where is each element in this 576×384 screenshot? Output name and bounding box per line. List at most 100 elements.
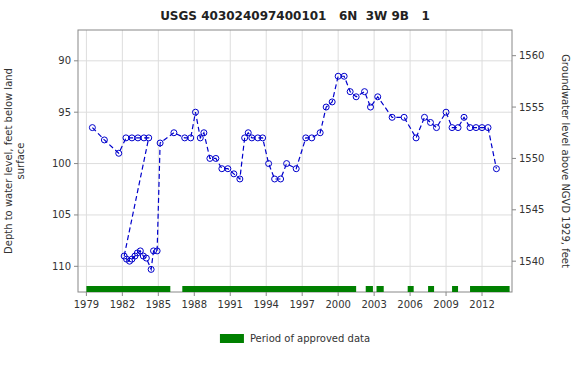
- tick-x: [122, 292, 123, 296]
- tick-y2: [512, 209, 516, 210]
- grid-line-y: [78, 163, 512, 164]
- series-point: [368, 104, 374, 110]
- tick-label-x: 1985: [146, 299, 171, 310]
- tick-x: [158, 292, 159, 296]
- series-point: [182, 135, 188, 141]
- series-point: [455, 125, 461, 131]
- approved-period: [377, 286, 384, 292]
- grid-line-x: [446, 30, 447, 292]
- series-point: [135, 135, 141, 141]
- series-point: [123, 135, 129, 141]
- series-point: [219, 166, 225, 172]
- series-point: [284, 161, 290, 167]
- y-axis-label-line: surface: [15, 143, 26, 180]
- series-point: [427, 119, 433, 125]
- series-point: [146, 135, 152, 141]
- tick-y2: [512, 55, 516, 56]
- legend: Period of approved data: [220, 333, 370, 344]
- grid-line-x: [374, 30, 375, 292]
- series-point: [401, 114, 407, 120]
- series-point: [389, 114, 395, 120]
- y-axis-label: Depth to water level, feet below landsur…: [3, 68, 26, 254]
- axes: 1979198219851988199119941997200020032006…: [52, 50, 545, 310]
- tick-label-x: 1979: [74, 299, 99, 310]
- grid-line-x: [86, 30, 87, 292]
- series-point: [493, 166, 499, 172]
- tick-label-x: 2006: [397, 299, 422, 310]
- grid-line-x: [482, 30, 483, 292]
- series-point: [148, 266, 154, 272]
- series-point: [188, 135, 194, 141]
- legend-label: Period of approved data: [250, 333, 370, 344]
- series-point: [116, 150, 122, 156]
- series-point: [341, 73, 347, 79]
- series-point: [231, 171, 237, 177]
- series-point: [433, 125, 439, 131]
- tick-label-y: 105: [52, 209, 71, 220]
- series-point: [461, 114, 467, 120]
- tick-y2: [512, 261, 516, 262]
- series-point: [192, 109, 198, 115]
- series-point: [335, 73, 341, 79]
- tick-label-x: 2009: [433, 299, 458, 310]
- series-point: [293, 166, 299, 172]
- tick-x: [482, 292, 483, 296]
- tick-label-y2: 1540: [519, 256, 544, 267]
- series-point: [329, 99, 335, 105]
- tick-label-x: 1988: [182, 299, 207, 310]
- series-point: [353, 94, 359, 100]
- tick-label-y: 110: [52, 261, 71, 272]
- tick-label-y2: 1555: [519, 102, 544, 113]
- series-point: [213, 155, 219, 161]
- series-point: [154, 248, 160, 254]
- approved-period: [470, 286, 510, 292]
- series-point: [249, 135, 255, 141]
- approved-period: [182, 286, 356, 292]
- series-point: [157, 140, 163, 146]
- series-point: [225, 166, 231, 172]
- series-point: [413, 135, 419, 141]
- approved-period: [86, 286, 170, 292]
- tick-x: [266, 292, 267, 296]
- tick-y: [74, 214, 78, 215]
- series-point: [101, 137, 107, 143]
- tick-y2: [512, 107, 516, 108]
- series-point: [485, 125, 491, 131]
- series-point: [89, 125, 95, 131]
- chart: 1979198219851988199119941997200020032006…: [0, 0, 576, 384]
- tick-x: [86, 292, 87, 296]
- tick-x: [194, 292, 195, 296]
- series-point: [266, 161, 272, 167]
- tick-x: [338, 292, 339, 296]
- series-point: [473, 125, 479, 131]
- series-point: [237, 176, 243, 182]
- series-point: [207, 155, 213, 161]
- tick-label-x: 1982: [110, 299, 135, 310]
- legend-swatch: [220, 334, 244, 343]
- series-point: [375, 94, 381, 100]
- plot-frame: [78, 30, 512, 292]
- tick-label-y2: 1560: [519, 50, 544, 61]
- tick-x: [230, 292, 231, 296]
- approved-period: [366, 286, 373, 292]
- grid-line-x: [230, 30, 231, 292]
- tick-label-x: 1994: [253, 299, 278, 310]
- grid-line-y: [78, 214, 512, 215]
- tick-x: [302, 292, 303, 296]
- tick-y: [74, 266, 78, 267]
- tick-label-x: 2012: [469, 299, 494, 310]
- series-point: [317, 130, 323, 136]
- approved-period: [428, 286, 434, 292]
- series-point: [272, 176, 278, 182]
- tick-label-y: 95: [58, 107, 71, 118]
- series-point: [201, 130, 207, 136]
- tick-x: [374, 292, 375, 296]
- series-point: [467, 125, 473, 131]
- tick-y2: [512, 158, 516, 159]
- grid-line-x: [122, 30, 123, 292]
- tick-x: [410, 292, 411, 296]
- approved-period: [408, 286, 414, 292]
- series-point: [278, 176, 284, 182]
- grid-line-y: [78, 266, 512, 267]
- tick-label-y2: 1550: [519, 153, 544, 164]
